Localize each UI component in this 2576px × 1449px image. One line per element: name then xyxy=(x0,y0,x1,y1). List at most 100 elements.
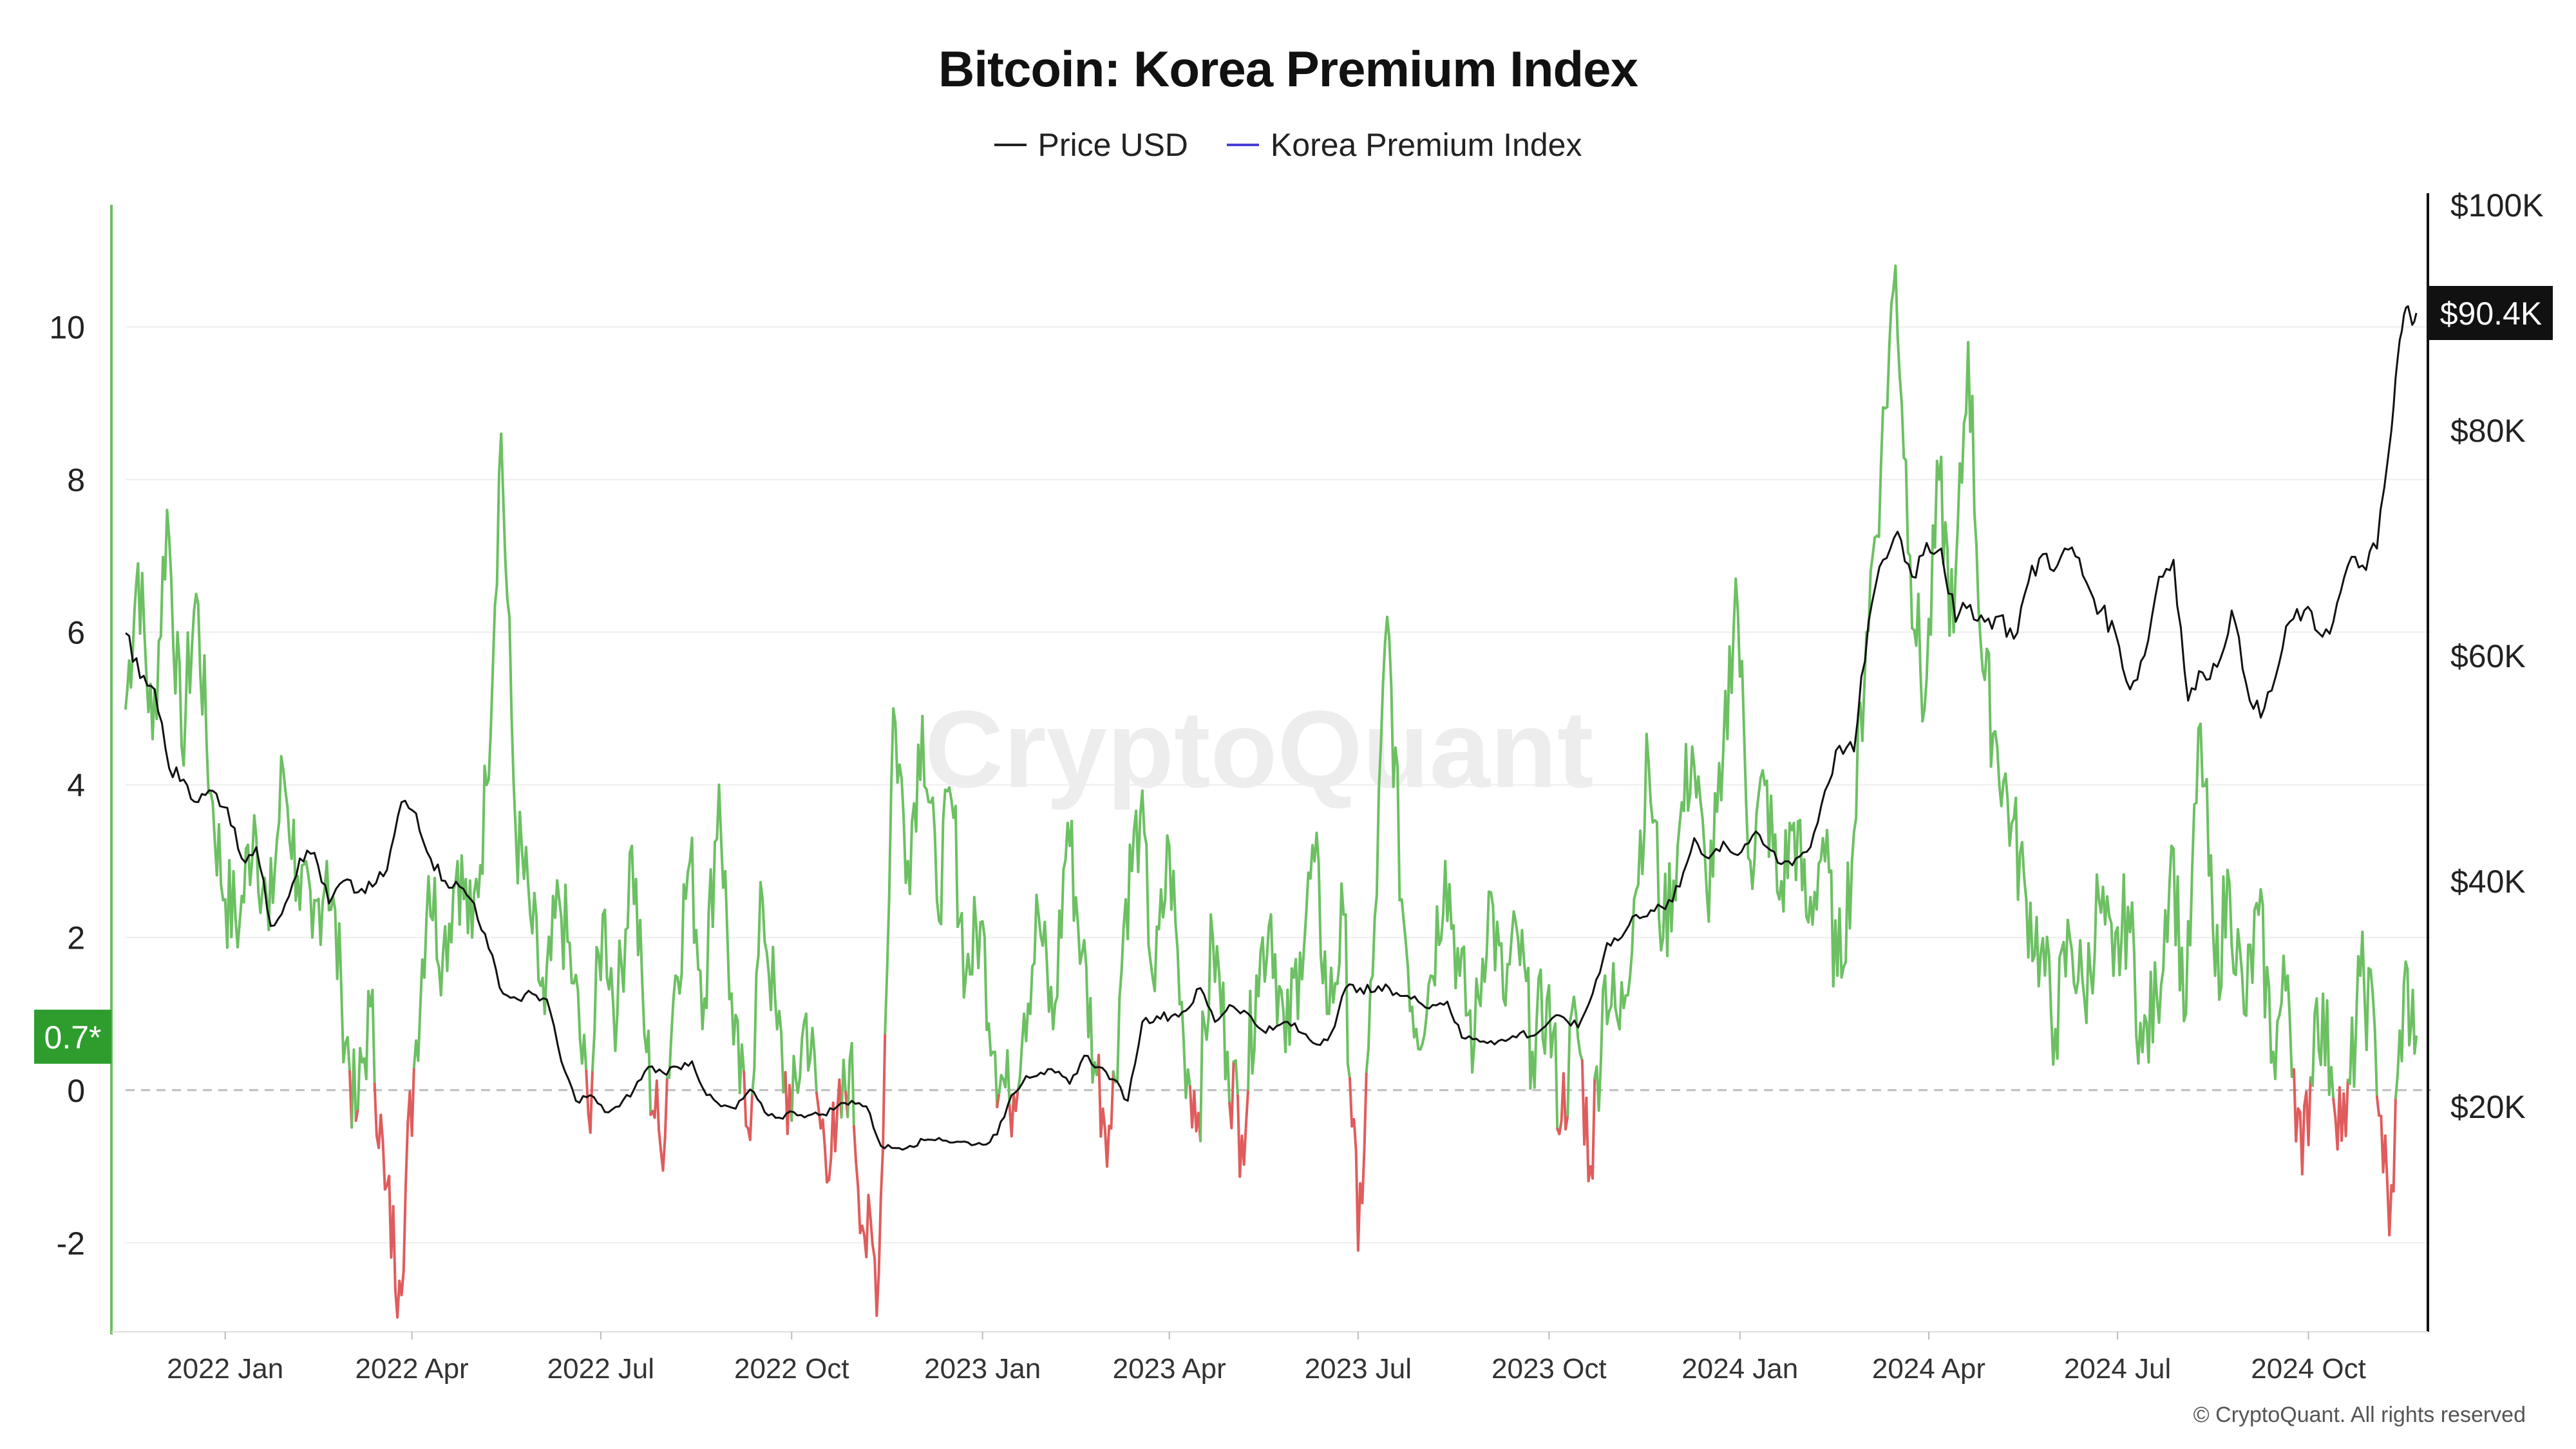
premium-line-positive xyxy=(1118,969,1123,999)
premium-line-positive xyxy=(450,888,455,944)
premium-line-negative xyxy=(658,1128,663,1153)
premium-line-positive xyxy=(1448,883,1453,930)
premium-line-positive xyxy=(935,898,941,922)
premium-line-negative xyxy=(2344,1078,2349,1137)
premium-line-positive xyxy=(1674,844,1680,902)
premium-line-positive xyxy=(2008,821,2013,847)
premium-line-positive xyxy=(1257,950,1262,998)
premium-line-negative xyxy=(354,1108,359,1122)
legend-swatch-price xyxy=(994,144,1027,146)
premium-line-positive xyxy=(2029,902,2034,963)
legend-item-premium[interactable]: Korea Premium Index xyxy=(1226,126,1582,164)
premium-line-positive xyxy=(1745,801,1750,859)
premium-line-positive xyxy=(1180,1000,1186,1046)
premium-line-positive xyxy=(1317,861,1322,957)
premium-line-positive xyxy=(2361,931,2366,996)
y-right-tick-label: $100K xyxy=(2450,187,2544,223)
premium-line-positive xyxy=(1888,302,1893,348)
premium-line-positive xyxy=(983,936,989,1032)
premium-line-positive xyxy=(2118,934,2123,976)
premium-line-positive xyxy=(1641,829,1646,875)
premium-line-negative xyxy=(400,1269,405,1297)
legend-item-price[interactable]: Price USD xyxy=(994,126,1188,164)
premium-line-positive xyxy=(1919,670,1924,723)
watermark: CryptoQuant xyxy=(925,688,1594,811)
premium-line-positive xyxy=(1222,981,1227,1081)
premium-line-positive xyxy=(887,785,893,899)
premium-line-positive xyxy=(1126,843,1132,941)
premium-line-positive xyxy=(1626,976,1631,997)
premium-line-positive xyxy=(1147,943,1152,963)
premium-line-positive xyxy=(1904,459,1909,554)
premium-line-positive xyxy=(724,869,729,936)
premium-line-positive xyxy=(1996,745,2001,786)
premium-line-positive xyxy=(1485,890,1490,955)
premium-line-negative xyxy=(867,1193,872,1220)
premium-line-positive xyxy=(1730,625,1736,694)
premium-line-positive xyxy=(435,957,440,969)
premium-line-negative xyxy=(663,1076,668,1139)
premium-line-positive xyxy=(1435,905,1441,947)
premium-line-positive xyxy=(1979,640,1984,672)
premium-line-positive xyxy=(188,645,194,694)
premium-line-positive xyxy=(981,920,986,939)
premium-line-positive xyxy=(483,764,488,786)
premium-line-negative xyxy=(1585,1096,1590,1182)
premium-line-positive xyxy=(2166,883,2171,943)
premium-line-positive xyxy=(2023,876,2028,901)
premium-line-positive xyxy=(194,592,200,605)
premium-line-positive xyxy=(1076,923,1082,965)
x-tick-label: 2022 Jul xyxy=(547,1353,654,1385)
legend-label-price: Price USD xyxy=(1037,127,1188,163)
y-left-tick-label: 10 xyxy=(49,310,85,346)
current-premium-badge xyxy=(34,1009,111,1064)
premium-line-positive xyxy=(359,1046,364,1064)
premium-line-positive xyxy=(2353,1021,2358,1088)
premium-line-positive xyxy=(2058,949,2063,960)
premium-line-negative xyxy=(882,1032,887,1150)
premium-line-positive xyxy=(568,942,573,985)
premium-line-positive xyxy=(1379,682,1385,746)
premium-line-positive xyxy=(1062,858,1067,871)
premium-line-negative xyxy=(392,1205,397,1292)
copyright: © CryptoQuant. All rights reserved xyxy=(2193,1403,2526,1427)
premium-line-positive xyxy=(1774,833,1779,893)
premium-line-positive xyxy=(1690,745,1696,768)
premium-line-positive xyxy=(884,969,889,1035)
premium-line-positive xyxy=(2141,1014,2146,1054)
premium-line-positive xyxy=(124,687,129,710)
premium-line-positive xyxy=(1645,732,1650,764)
premium-line-positive xyxy=(1028,965,1034,1016)
premium-line-positive xyxy=(1458,947,1463,977)
premium-line-positive xyxy=(1761,769,1766,786)
premium-line-positive xyxy=(1388,636,1393,689)
legend-label-premium: Korea Premium Index xyxy=(1270,127,1582,163)
premium-line-positive xyxy=(1994,730,1999,748)
premium-line-positive xyxy=(2365,967,2371,1052)
premium-line-positive xyxy=(931,796,936,835)
premium-line-positive xyxy=(1276,985,1281,1025)
premium-line-positive xyxy=(1052,1002,1057,1030)
premium-line-positive xyxy=(1006,1049,1011,1107)
premium-line-positive xyxy=(220,883,225,902)
premium-line-negative xyxy=(2295,1107,2300,1143)
premium-line-positive xyxy=(1838,907,1843,979)
premium-line-negative xyxy=(655,1079,661,1132)
premium-line-positive xyxy=(690,837,696,944)
current-premium-label: 0.7* xyxy=(44,1019,102,1056)
current-price-badge xyxy=(2429,286,2553,340)
x-tick-label: 2023 Apr xyxy=(1113,1353,1226,1385)
premium-line-positive xyxy=(1512,910,1517,924)
premium-line-positive xyxy=(2066,918,2072,939)
premium-line-positive xyxy=(211,801,216,843)
premium-line-positive xyxy=(1753,811,1758,863)
premium-line-positive xyxy=(1315,831,1320,864)
premium-line-positive xyxy=(2230,943,2235,974)
premium-line-positive xyxy=(196,602,202,676)
premium-line-positive xyxy=(1952,570,1957,634)
premium-line-positive xyxy=(626,851,631,929)
premium-line-positive xyxy=(670,998,675,1038)
premium-line-positive xyxy=(340,989,345,1064)
premium-line-negative xyxy=(2375,1095,2381,1117)
